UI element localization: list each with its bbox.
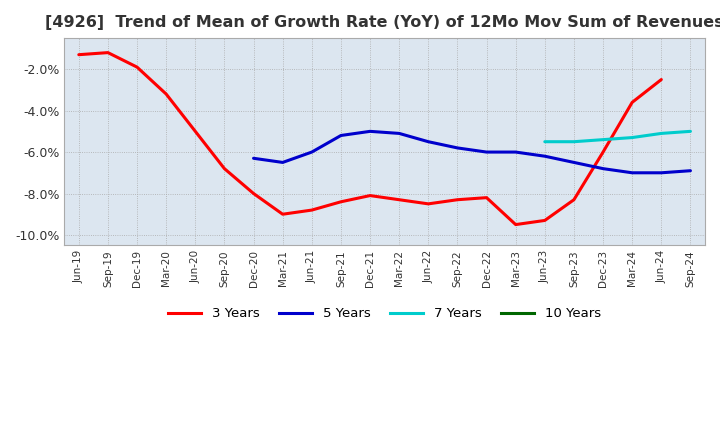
Title: [4926]  Trend of Mean of Growth Rate (YoY) of 12Mo Mov Sum of Revenues: [4926] Trend of Mean of Growth Rate (YoY… — [45, 15, 720, 30]
Legend: 3 Years, 5 Years, 7 Years, 10 Years: 3 Years, 5 Years, 7 Years, 10 Years — [163, 302, 606, 326]
